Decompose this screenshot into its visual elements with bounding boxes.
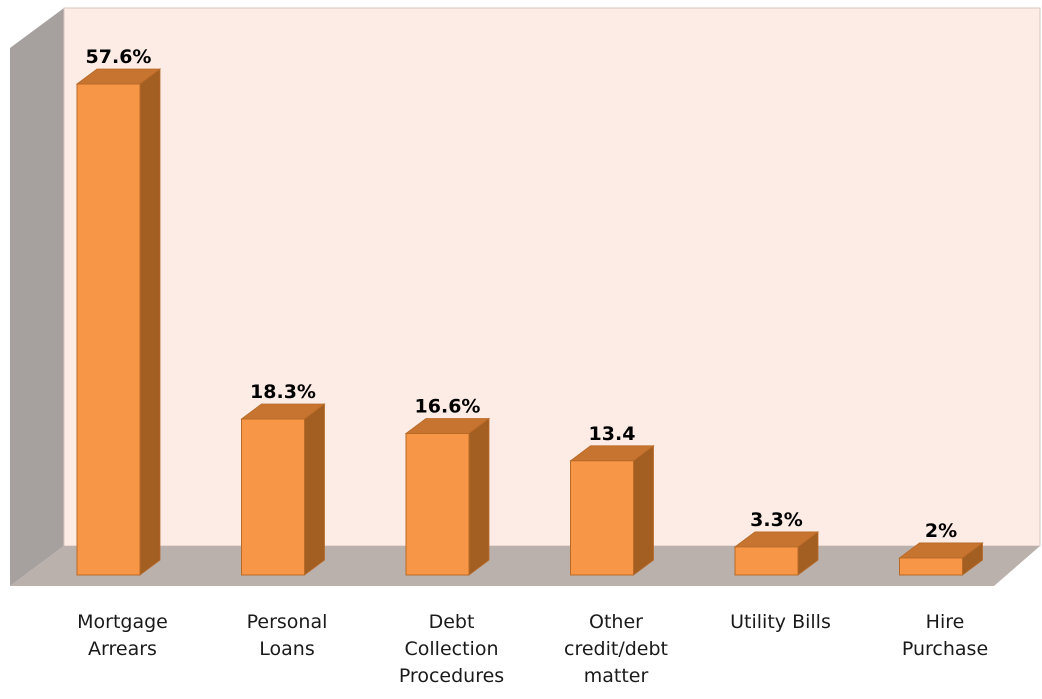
bar-series <box>75 68 984 576</box>
data-labels: 57.6% 18.3% 16.6% 13.4 3.3% 2% <box>86 46 958 542</box>
chart-floor <box>10 546 1040 586</box>
category-label: Hire Purchase <box>902 611 988 660</box>
bar-front <box>734 546 799 576</box>
bar-side <box>139 68 161 576</box>
bar <box>404 417 491 576</box>
bar-side <box>304 403 325 576</box>
bar-front <box>570 460 634 576</box>
category-labels: Mortgage Arrears Personal Loans Debt Collecti… <box>77 611 988 687</box>
bar <box>898 542 984 576</box>
bar <box>569 444 655 576</box>
category-label: Personal Loans <box>247 611 328 660</box>
data-label: 13.4 <box>589 423 636 445</box>
data-label: 16.6% <box>415 395 481 417</box>
bar <box>733 531 820 576</box>
category-label: Utility Bills <box>730 611 831 633</box>
chart-back-wall <box>63 7 1041 547</box>
bar <box>75 68 162 576</box>
chart-side-wall <box>10 8 64 586</box>
data-label: 57.6% <box>86 46 152 68</box>
category-label: Other credit/debt matter <box>564 611 668 687</box>
bar-front <box>76 83 141 576</box>
category-label: Mortgage Arrears <box>77 611 168 660</box>
bar-front <box>405 432 470 576</box>
bar-side <box>633 444 654 576</box>
data-label: 18.3% <box>250 381 316 403</box>
bar-front <box>899 557 963 576</box>
bar <box>240 403 326 576</box>
bar-front <box>241 418 305 576</box>
data-label: 3.3% <box>750 509 803 531</box>
category-label: Debt Collection Procedures <box>399 611 504 687</box>
data-label: 2% <box>925 520 957 542</box>
bar-side <box>468 417 490 576</box>
